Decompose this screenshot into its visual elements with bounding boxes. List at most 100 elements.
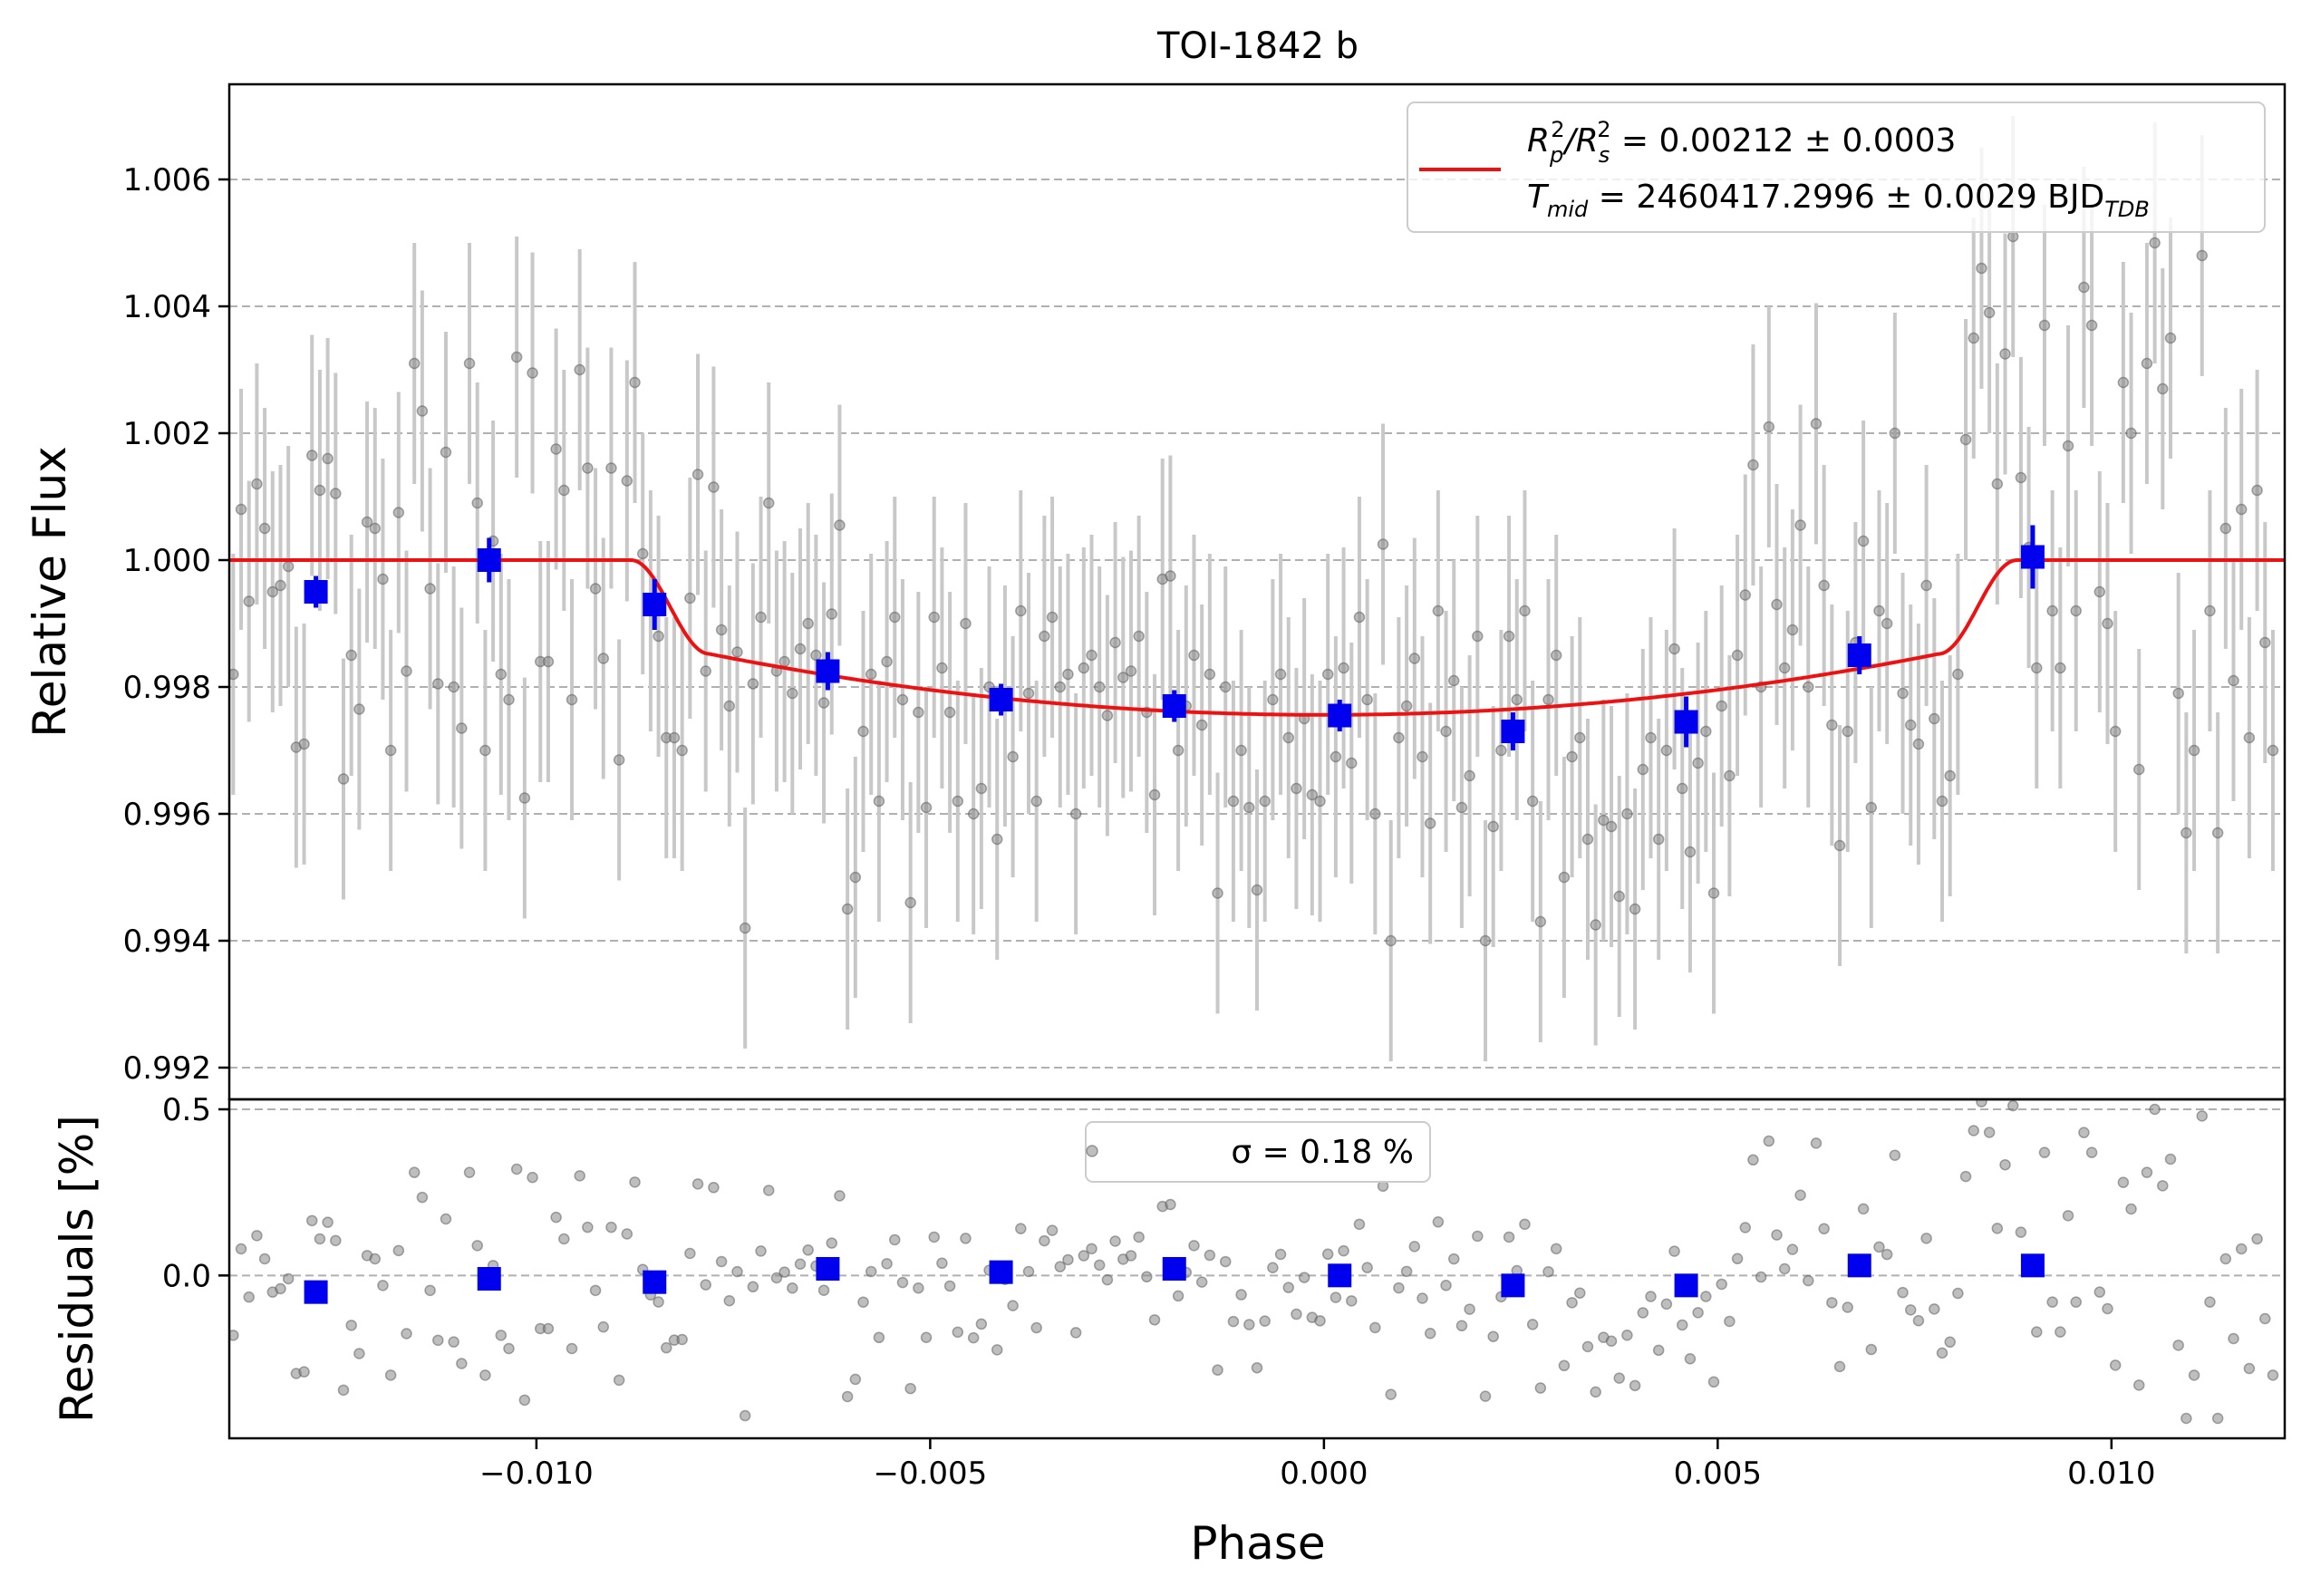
raw-residual-point	[2038, 1146, 2051, 1158]
raw-flux-point	[566, 693, 578, 706]
raw-residual-point	[1707, 1376, 1720, 1388]
raw-flux-point	[282, 560, 295, 573]
raw-flux-point	[1912, 738, 1925, 750]
raw-flux-point	[834, 519, 846, 531]
raw-residual-point	[1424, 1327, 1436, 1340]
raw-residual-point	[597, 1320, 610, 1333]
raw-residual-point	[1810, 1137, 1823, 1149]
raw-flux-point	[960, 617, 972, 630]
raw-flux-point	[1983, 306, 1996, 319]
raw-flux-point	[305, 450, 318, 461]
binned-residual-point	[477, 1267, 501, 1291]
raw-flux-point	[1929, 712, 1940, 725]
raw-residual-point	[2062, 1210, 2074, 1222]
raw-flux-point	[1015, 605, 1027, 617]
raw-residual-point	[913, 1282, 924, 1294]
raw-flux-point	[1550, 649, 1562, 662]
raw-residual-point	[1432, 1216, 1445, 1228]
raw-residual-point	[1472, 1230, 1484, 1243]
raw-residual-point	[1865, 1343, 1878, 1356]
raw-residual-point	[2196, 1110, 2209, 1122]
residuals-grid	[229, 1108, 2285, 1277]
raw-flux-point	[2235, 503, 2248, 516]
raw-flux-point	[2117, 376, 2130, 389]
raw-residual-point	[991, 1344, 1003, 1356]
raw-residual-point	[1007, 1300, 1019, 1311]
raw-flux-point	[330, 488, 342, 499]
raw-residual-point	[1747, 1154, 1759, 1166]
raw-flux-point	[2031, 662, 2043, 674]
raw-flux-point	[1133, 630, 1145, 643]
raw-flux-point	[1314, 795, 1326, 808]
raw-residual-point	[424, 1284, 436, 1297]
raw-flux-point	[1440, 725, 1452, 738]
raw-flux-point	[1030, 795, 1042, 808]
raw-flux-point	[755, 611, 767, 624]
raw-flux-point	[1503, 630, 1515, 643]
raw-residual-point	[1558, 1359, 1571, 1372]
phase-x-tick-label: 0.000	[1280, 1456, 1368, 1492]
raw-flux-point	[2062, 440, 2074, 452]
raw-flux-point	[275, 579, 286, 592]
raw-residual-point	[1920, 1233, 1932, 1244]
raw-residual-point	[416, 1191, 429, 1204]
raw-flux-point	[2015, 471, 2027, 484]
raw-flux-point	[401, 665, 412, 677]
binned-residual-point	[1674, 1273, 1698, 1298]
raw-residual-point	[794, 1258, 807, 1271]
raw-residual-point	[1803, 1274, 1814, 1287]
raw-residual-point	[1212, 1364, 1223, 1376]
raw-flux-point	[1684, 846, 1697, 858]
raw-residual-point	[1330, 1291, 1342, 1303]
raw-flux-point	[920, 801, 933, 814]
raw-residual-point	[2132, 1379, 2145, 1391]
raw-residual-point	[582, 1221, 594, 1233]
raw-residual-point	[1786, 1243, 1799, 1255]
raw-residual-point	[314, 1233, 326, 1245]
raw-flux-points	[229, 230, 2279, 947]
raw-flux-point	[747, 678, 759, 690]
raw-flux-point	[2149, 237, 2161, 249]
raw-residual-point	[2267, 1369, 2279, 1381]
raw-flux-point	[1377, 538, 1389, 550]
raw-flux-point	[440, 446, 452, 459]
raw-flux-point	[943, 706, 956, 719]
raw-flux-point	[2085, 319, 2098, 332]
raw-residual-point	[1259, 1315, 1271, 1327]
raw-residual-point	[1346, 1295, 1358, 1307]
raw-flux-point	[2157, 382, 2169, 395]
raw-flux-point	[1188, 649, 1200, 662]
binned-flux-point	[1501, 720, 1525, 743]
raw-flux-point	[1251, 884, 1263, 896]
binned-residual-point	[816, 1257, 840, 1281]
binned-residual-point	[643, 1270, 667, 1294]
raw-residual-point	[928, 1231, 940, 1243]
raw-residual-point	[904, 1382, 916, 1395]
raw-residual-point	[1526, 1319, 1539, 1330]
raw-flux-point	[1417, 750, 1428, 763]
raw-residual-point	[384, 1369, 397, 1381]
raw-flux-point	[1148, 788, 1161, 801]
raw-flux-point	[787, 687, 798, 700]
raw-flux-point	[1873, 605, 1885, 617]
raw-residual-point	[1172, 1290, 1185, 1302]
raw-residual-point	[2251, 1233, 2263, 1245]
raw-flux-point	[1204, 668, 1216, 681]
raw-flux-point	[826, 608, 838, 620]
raw-flux-point	[613, 754, 625, 766]
raw-flux-point	[1062, 668, 1074, 681]
binned-flux-points	[304, 525, 2045, 750]
raw-residual-point	[1826, 1297, 1838, 1309]
raw-residual-point	[1440, 1280, 1452, 1291]
raw-residual-point	[2228, 1332, 2239, 1345]
binned-residual-point	[304, 1280, 328, 1304]
raw-flux-point	[361, 516, 373, 528]
raw-flux-point	[1125, 665, 1137, 677]
raw-flux-point	[873, 795, 885, 808]
raw-flux-point	[1447, 674, 1460, 687]
raw-residual-point	[1668, 1245, 1680, 1257]
raw-flux-point	[1165, 570, 1176, 582]
raw-flux-point	[810, 649, 822, 662]
raw-residual-point	[2070, 1296, 2082, 1308]
